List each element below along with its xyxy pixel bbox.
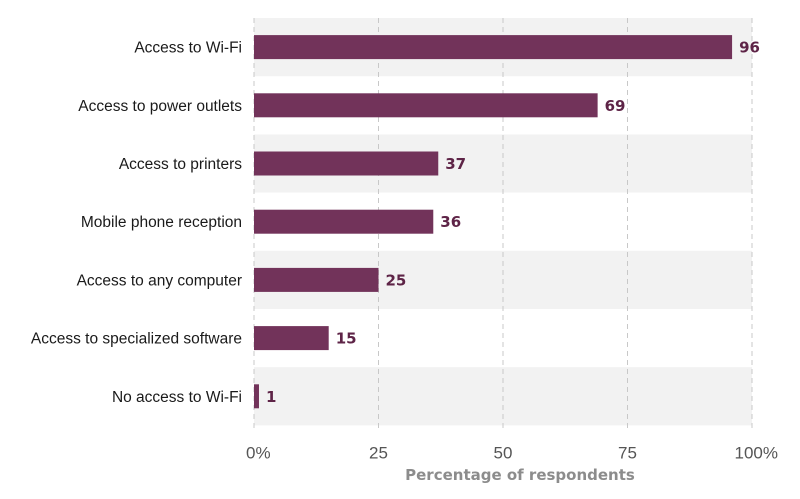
bar xyxy=(254,35,733,60)
bar xyxy=(254,267,379,292)
x-tick-label: 0% xyxy=(246,443,271,462)
category-label: Mobile phone reception xyxy=(81,214,242,231)
value-label: 25 xyxy=(386,271,407,289)
x-axis-ticks: 0% 25 50 75 100% xyxy=(246,443,778,462)
bar xyxy=(254,384,259,409)
value-labels: 96 69 37 36 25 15 1 xyxy=(266,39,760,406)
x-axis-title: Percentage of respondents xyxy=(405,466,635,484)
category-label: Access to Wi-Fi xyxy=(134,40,242,57)
category-label: No access to Wi-Fi xyxy=(112,389,242,406)
category-labels: Access to Wi-Fi Access to power outlets Ac… xyxy=(31,40,242,406)
bars xyxy=(254,35,733,409)
value-label: 1 xyxy=(266,388,276,406)
value-label: 36 xyxy=(440,213,461,231)
x-tick-label: 50 xyxy=(494,443,513,462)
x-tick-label: 100% xyxy=(735,443,778,462)
value-label: 15 xyxy=(336,330,357,348)
bar xyxy=(254,151,439,176)
value-label: 69 xyxy=(605,97,626,115)
value-label: 96 xyxy=(739,39,760,57)
category-label: Access to power outlets xyxy=(78,98,242,115)
category-label: Access to specialized software xyxy=(31,331,242,348)
bar xyxy=(254,326,329,351)
bar xyxy=(254,209,434,234)
bar xyxy=(254,93,598,118)
category-label: Access to printers xyxy=(119,156,242,173)
category-label: Access to any computer xyxy=(77,272,242,289)
x-tick-label: 25 xyxy=(369,443,388,462)
x-tick-label: 75 xyxy=(618,443,637,462)
value-label: 37 xyxy=(445,155,466,173)
gridlines xyxy=(253,18,753,432)
